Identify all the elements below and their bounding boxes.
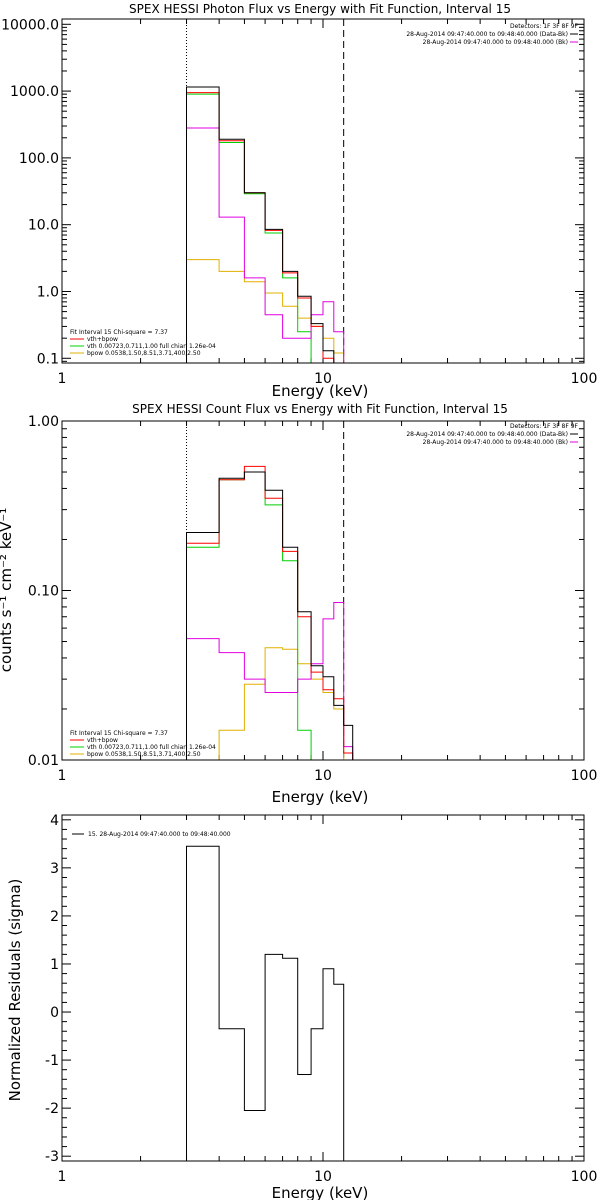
y-tick-label: 100.0 xyxy=(19,151,59,167)
y-tick-label: -1 xyxy=(45,1053,59,1069)
y-tick-label: 0 xyxy=(50,1005,59,1021)
y-tick-label: 1.00 xyxy=(28,414,59,430)
histogram-series xyxy=(186,421,354,761)
series-vth-line xyxy=(186,471,353,761)
y-tick-label: 0.01 xyxy=(28,753,59,769)
header-line: 28-Aug-2014 09:47:40.000 to 09:48:40.000… xyxy=(423,439,568,446)
header-line: Detectors: 1F 3F 8F 9F xyxy=(510,423,579,430)
x-tick-label: 1 xyxy=(58,371,67,387)
series-residuals-line xyxy=(186,845,345,1161)
y-tick-label: 4 xyxy=(50,813,59,829)
residual-legend: 15. 28-Aug-2014 09:47:40.000 to 09:48:40… xyxy=(72,831,231,838)
fit-legend: Fit Interval 15 Chi-square = 7.37 vth+bp… xyxy=(70,730,216,758)
x-tick-label: 10 xyxy=(314,1169,332,1185)
header-line: 28-Aug-2014 09:47:40.000 to 09:48:40.000… xyxy=(406,31,568,38)
x-tick-label: 100 xyxy=(571,768,598,784)
panel-title: SPEX HESSI Count Flux vs Energy with Fit… xyxy=(132,402,508,416)
plot-frame xyxy=(61,18,585,364)
fit-line: bpow 0.0538,1.50,8.51,3.71,400,2.50 xyxy=(87,350,201,357)
y-tick-label: -2 xyxy=(45,1101,59,1117)
histogram-series xyxy=(186,19,353,364)
fit-line: vth+bpow xyxy=(87,336,118,343)
histogram-series xyxy=(186,845,345,1161)
y-tick-label: 0.10 xyxy=(28,584,59,600)
y-tick-label: 1 xyxy=(50,957,59,973)
fit-line: Fit Interval 15 Chi-square = 7.37 xyxy=(70,730,168,737)
plot-frame xyxy=(61,420,585,761)
axis-ticks: 1 10 100 0.01 0.10 1.00 xyxy=(28,414,598,784)
photon-flux-panel: SPEX HESSI Photon Flux vs Energy with Fi… xyxy=(1,2,597,400)
residuals-panel: Energy (keV) Normalized Residuals (sigma… xyxy=(6,813,597,1200)
fit-line: vth 0.00723,0.711,1.00 full chian 1.26e-… xyxy=(87,343,216,350)
fit-line: vth 0.00723,0.711,1.00 full chian 1.26e-… xyxy=(87,744,216,751)
series-bk-line xyxy=(186,127,353,364)
y-tick-label: 1.0 xyxy=(37,284,59,300)
series-bk-line xyxy=(186,602,354,760)
detector-header: Detectors: 1F 3F 8F 9F 28-Aug-2014 09:47… xyxy=(406,423,578,446)
series-vth-bpow-line xyxy=(186,92,353,364)
y-tick-label: 2 xyxy=(50,909,59,925)
series-data-bk-line xyxy=(186,86,353,364)
x-tick-label: 100 xyxy=(571,1169,598,1185)
x-tick-label: 10 xyxy=(314,768,332,784)
y-axis-label: Normalized Residuals (sigma) xyxy=(6,879,24,1102)
y-tick-label: 10.0 xyxy=(28,218,59,234)
panel-title: SPEX HESSI Photon Flux vs Energy with Fi… xyxy=(129,2,511,16)
count-flux-panel: SPEX HESSI Count Flux vs Energy with Fit… xyxy=(0,402,597,806)
y-tick-label: -3 xyxy=(45,1149,59,1165)
fit-legend: Fit Interval 15 Chi-square = 7.37 vth+bp… xyxy=(70,329,216,357)
x-tick-label: 10 xyxy=(314,371,332,387)
axis-ticks: 1 10 100 -3 -2 -1 0 1 2 3 4 xyxy=(45,813,597,1185)
detector-header: Detectors: 1F 3F 8F 9F 28-Aug-2014 09:47… xyxy=(406,23,578,46)
header-line: 28-Aug-2014 09:47:40.000 to 09:48:40.000… xyxy=(406,431,568,438)
y-axis-label: counts s⁻¹ cm⁻² keV⁻¹ xyxy=(0,508,15,673)
x-axis-label: Energy (keV) xyxy=(272,1184,369,1200)
y-tick-label: 3 xyxy=(50,861,59,877)
header-line: Detectors: 1F 3F 8F 9F xyxy=(510,23,579,30)
x-axis-label: Energy (keV) xyxy=(272,382,369,400)
y-tick-label: 0.1 xyxy=(37,351,59,367)
series-data-bk-line xyxy=(186,471,354,760)
fit-line: Fit Interval 15 Chi-square = 7.37 xyxy=(70,329,168,336)
x-tick-label: 1 xyxy=(58,1169,67,1185)
header-line: 28-Aug-2014 09:47:40.000 to 09:48:40.000… xyxy=(423,39,568,46)
series-vth-line xyxy=(186,93,353,364)
legend-entry: 15. 28-Aug-2014 09:47:40.000 to 09:48:40… xyxy=(88,831,231,838)
x-tick-label: 100 xyxy=(571,371,598,387)
y-tick-label: 1000.0 xyxy=(10,84,59,100)
y-tick-label: 10000.0 xyxy=(1,17,59,33)
series-vth-bpow-line xyxy=(186,465,354,760)
fit-line: bpow 0.0538,1.50,8.51,3.71,400,2.50 xyxy=(87,751,201,758)
x-tick-label: 1 xyxy=(58,768,67,784)
plot-frame xyxy=(61,814,585,1162)
x-axis-label: Energy (keV) xyxy=(272,788,369,806)
fit-line: vth+bpow xyxy=(87,737,118,744)
axis-ticks: 1 10 100 0.1 1.0 10.0 100.0 1000.0 10000.0 xyxy=(1,17,597,387)
